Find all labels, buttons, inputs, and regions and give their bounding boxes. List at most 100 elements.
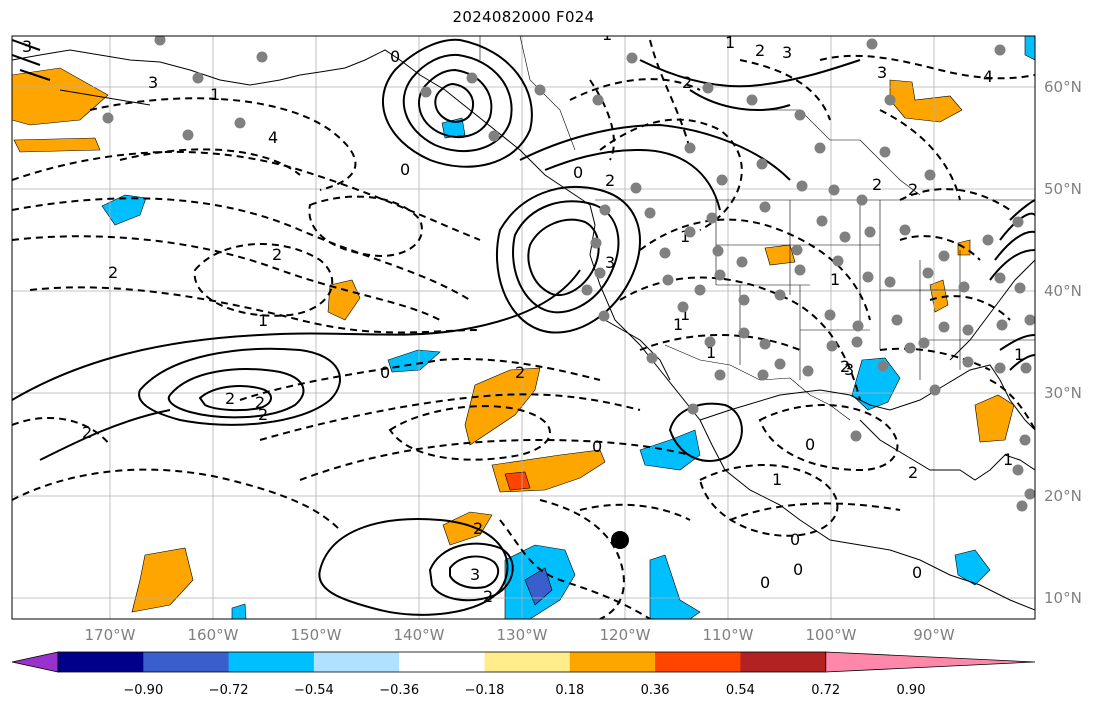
station-marker <box>1020 362 1032 374</box>
latitude-label: 40°N <box>1044 282 1082 300</box>
station-marker <box>924 169 936 181</box>
contour-label: 1 <box>772 470 782 489</box>
station-marker <box>884 94 896 106</box>
station-marker <box>192 72 204 84</box>
contour-label: 2 <box>605 171 615 190</box>
station-marker <box>774 358 786 370</box>
map-background <box>12 36 1035 619</box>
station-marker <box>1014 282 1026 294</box>
contour-label: 1 <box>602 25 612 44</box>
positive-shading <box>464 367 541 446</box>
station-marker <box>102 112 114 124</box>
contour-label: 4 <box>268 128 278 147</box>
station-marker <box>852 320 864 332</box>
station-marker <box>626 52 638 64</box>
political-borders <box>479 36 1035 421</box>
contour-label: 2 <box>908 180 918 199</box>
station-marker <box>1024 488 1035 500</box>
contour-label: 1 <box>680 305 690 324</box>
station-marker <box>704 336 716 348</box>
station-marker <box>994 272 1006 284</box>
contour-label: 3 <box>148 73 158 92</box>
station-marker <box>794 264 806 276</box>
station-marker <box>644 207 656 219</box>
longitude-label: 110°W <box>702 626 754 644</box>
contour-label: 1 <box>680 227 690 246</box>
contour-label: 0 <box>592 437 602 456</box>
contour-label: 0 <box>805 435 815 454</box>
contour-label: 1 <box>1014 345 1024 364</box>
colorbar-label: 0.72 <box>811 683 841 698</box>
colorbar-label: 0.18 <box>555 683 585 698</box>
station-marker <box>759 338 771 350</box>
station-marker <box>918 337 930 349</box>
colorbar-label: −0.90 <box>123 683 164 698</box>
positive-shading <box>12 67 109 126</box>
station-marker <box>864 226 876 238</box>
contour-label: 3 <box>844 360 854 379</box>
contour-label: 1 <box>1003 450 1013 469</box>
station-marker <box>850 430 862 442</box>
station-marker <box>234 117 246 129</box>
station-marker <box>899 224 911 236</box>
station-marker <box>182 129 194 141</box>
station-marker <box>694 284 706 296</box>
station-marker <box>712 245 724 257</box>
station-marker <box>791 244 803 256</box>
station-marker <box>1012 216 1024 228</box>
station-marker <box>962 324 974 336</box>
map-title: 2024082000 F024 <box>452 8 595 26</box>
contour-label: 0 <box>390 47 400 66</box>
station-marker <box>866 38 878 50</box>
latitude-label: 50°N <box>1044 180 1082 198</box>
station-marker <box>796 180 808 192</box>
contour-label: 2 <box>272 245 282 264</box>
contour-label: 3 <box>877 63 887 82</box>
latitude-label: 60°N <box>1044 78 1082 96</box>
station-marker <box>738 294 750 306</box>
contour-label: 0 <box>380 363 390 382</box>
contour-label: 2 <box>682 73 692 92</box>
contour-label: 2 <box>225 389 235 408</box>
negative-shading <box>1024 36 1035 61</box>
station-marker <box>802 365 814 377</box>
longitude-label: 90°W <box>913 626 955 644</box>
negative-shading <box>649 554 701 619</box>
negative-shading <box>101 194 147 226</box>
station-marker <box>826 340 838 352</box>
station-markers <box>102 36 1035 512</box>
contour-label: 1 <box>673 315 683 334</box>
station-marker <box>1016 500 1028 512</box>
contour-label: 2 <box>483 587 493 606</box>
contour-label: 2 <box>473 519 483 538</box>
latitude-label: 20°N <box>1044 487 1082 505</box>
station-marker <box>839 231 851 243</box>
colorbar-label: 0.54 <box>725 683 755 698</box>
highlight-marker <box>611 531 629 549</box>
contour-label: 3 <box>782 43 792 62</box>
station-marker <box>598 310 610 322</box>
positive-shading <box>327 279 361 321</box>
station-marker <box>684 142 696 154</box>
contour-label: 4 <box>983 67 993 86</box>
positive-shading <box>764 244 796 266</box>
colorbar-segment <box>228 652 315 672</box>
negative-shading <box>441 117 466 139</box>
station-marker <box>794 109 806 121</box>
contour-label: 2 <box>515 363 525 382</box>
colorbar-segment <box>740 652 827 672</box>
contour-label: 2 <box>872 175 882 194</box>
station-marker <box>832 255 844 267</box>
contour-label: 0 <box>573 163 583 182</box>
station-marker <box>759 201 771 213</box>
colorbar-segment <box>484 652 571 672</box>
station-marker <box>1024 314 1035 326</box>
station-marker <box>592 94 604 106</box>
station-marker <box>856 194 868 206</box>
station-marker <box>736 256 748 268</box>
station-marker <box>828 184 840 196</box>
station-marker <box>884 276 896 288</box>
colorbar-segment <box>143 652 230 672</box>
negative-shading <box>231 603 247 619</box>
